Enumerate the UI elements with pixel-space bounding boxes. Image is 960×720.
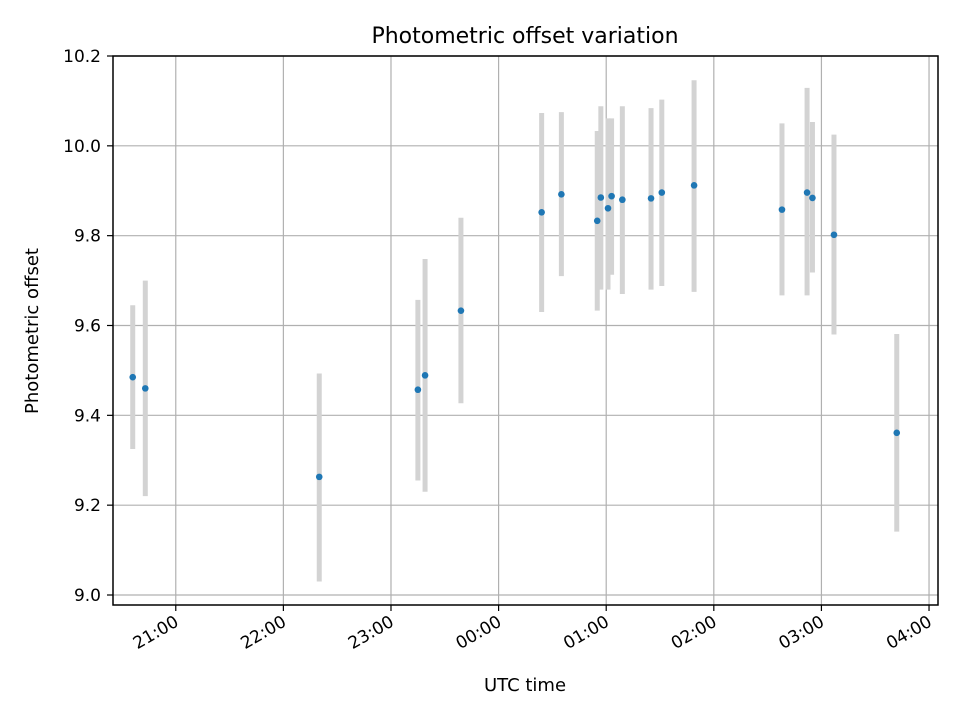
y-axis-ticks: 9.0 9.2 9.4 9.6 9.8 10.0 10.2 (63, 47, 113, 606)
data-points (129, 182, 901, 481)
y-tick-label: 9.6 (74, 317, 101, 337)
data-point (558, 191, 565, 198)
x-tick-label: 04:00 (883, 612, 935, 654)
y-tick-label: 9.4 (74, 406, 101, 426)
y-axis-label: Photometric offset (22, 248, 43, 414)
x-tick-label: 22:00 (237, 612, 289, 654)
data-point (608, 192, 615, 200)
y-tick-label: 9.0 (74, 586, 101, 606)
data-point (315, 473, 323, 481)
x-tick-label: 02:00 (668, 612, 720, 654)
data-point (141, 385, 149, 392)
data-point (421, 372, 429, 379)
x-tick-label: 23:00 (345, 612, 397, 654)
data-point (129, 373, 137, 381)
data-point (414, 386, 422, 394)
data-point (690, 182, 698, 189)
data-point (597, 194, 605, 201)
data-point (538, 209, 545, 216)
data-point (619, 196, 626, 204)
x-axis-label: UTC time (484, 675, 566, 696)
plot-frame (112, 55, 939, 606)
x-tick-label: 21:00 (130, 612, 182, 654)
data-point (647, 195, 655, 202)
x-tick-label: 03:00 (775, 612, 827, 654)
data-point (893, 429, 901, 437)
data-point (604, 204, 612, 212)
data-point (778, 206, 786, 213)
error-bars (130, 80, 900, 582)
data-point (457, 307, 465, 314)
y-tick-label: 9.8 (74, 227, 101, 247)
data-point (803, 189, 811, 196)
y-tick-label: 10.0 (63, 137, 101, 157)
x-tick-label: 00:00 (453, 612, 505, 654)
chart-title: Photometric offset variation (371, 24, 678, 49)
data-point (658, 189, 666, 196)
data-point (809, 194, 816, 202)
data-point (830, 231, 838, 239)
x-tick-label: 01:00 (560, 612, 612, 654)
data-point (593, 217, 601, 225)
y-tick-label: 9.2 (74, 496, 101, 516)
x-axis-ticks: 21:00 22:00 23:00 00:00 01:00 02:00 03:00 04:00 (130, 605, 936, 654)
y-tick-label: 10.2 (63, 47, 101, 67)
